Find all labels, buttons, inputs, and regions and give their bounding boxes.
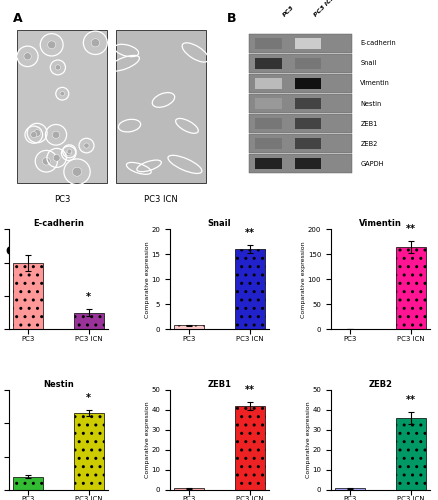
Circle shape <box>67 149 71 154</box>
Bar <box>255 38 282 49</box>
Circle shape <box>24 53 31 60</box>
Bar <box>294 38 321 49</box>
Bar <box>294 118 321 129</box>
Text: **: ** <box>405 394 415 404</box>
Title: E-cadherin: E-cadherin <box>33 220 84 228</box>
Text: **: ** <box>405 224 415 234</box>
Title: ZEB1: ZEB1 <box>207 380 231 389</box>
Circle shape <box>53 154 60 161</box>
Bar <box>249 34 351 52</box>
Circle shape <box>72 167 81 176</box>
Bar <box>249 94 351 112</box>
Bar <box>395 418 425 490</box>
Bar <box>294 138 321 149</box>
Y-axis label: Comparative expression: Comparative expression <box>305 402 310 478</box>
Bar <box>174 326 204 330</box>
Text: Nestin: Nestin <box>360 100 381 106</box>
Text: **: ** <box>244 384 254 394</box>
Text: PC3 ICN: PC3 ICN <box>312 0 336 18</box>
Bar <box>335 329 364 330</box>
Circle shape <box>34 130 40 136</box>
Bar <box>174 488 204 490</box>
Text: *: * <box>86 392 91 402</box>
Text: PC3: PC3 <box>282 5 295 18</box>
Text: GAPDH: GAPDH <box>360 160 383 166</box>
Bar <box>249 134 351 153</box>
Text: B: B <box>226 12 236 25</box>
Bar <box>255 158 282 170</box>
Bar <box>294 158 321 170</box>
Text: PC3 ICN: PC3 ICN <box>144 194 177 203</box>
Circle shape <box>91 38 99 47</box>
Circle shape <box>60 92 64 96</box>
Bar <box>17 30 107 182</box>
Bar <box>335 488 364 490</box>
Bar <box>294 98 321 109</box>
Circle shape <box>31 132 37 138</box>
Text: Snail: Snail <box>360 60 376 66</box>
Title: Snail: Snail <box>207 220 231 228</box>
Bar <box>255 58 282 69</box>
Bar <box>249 74 351 92</box>
Bar <box>255 78 282 89</box>
Text: ZEB1: ZEB1 <box>360 120 377 126</box>
Circle shape <box>48 41 56 48</box>
Title: ZEB2: ZEB2 <box>367 380 392 389</box>
Text: E-cadherin: E-cadherin <box>360 40 395 46</box>
Y-axis label: Comparative expression: Comparative expression <box>145 402 149 478</box>
Bar <box>255 138 282 149</box>
Y-axis label: Comparative expression: Comparative expression <box>300 241 306 318</box>
Bar <box>294 78 321 89</box>
Bar <box>249 114 351 133</box>
Circle shape <box>66 151 71 156</box>
Bar <box>255 118 282 129</box>
Y-axis label: Comparative expression: Comparative expression <box>145 241 149 318</box>
Bar <box>249 154 351 173</box>
Bar <box>74 413 103 490</box>
Bar <box>13 262 43 330</box>
Text: Vimentin: Vimentin <box>360 80 389 86</box>
Text: C: C <box>5 245 14 258</box>
Text: **: ** <box>244 228 254 238</box>
Bar <box>234 249 264 330</box>
Bar <box>116 30 206 182</box>
Bar <box>74 312 103 330</box>
Bar <box>13 476 43 490</box>
Bar <box>234 406 264 490</box>
Bar <box>395 246 425 330</box>
Circle shape <box>84 143 89 148</box>
Text: A: A <box>13 12 22 25</box>
Title: Vimentin: Vimentin <box>358 220 401 228</box>
Text: ZEB2: ZEB2 <box>360 140 377 146</box>
Circle shape <box>52 131 60 138</box>
Circle shape <box>42 158 50 165</box>
Text: PC3: PC3 <box>54 194 70 203</box>
Circle shape <box>55 65 60 70</box>
Bar <box>255 98 282 109</box>
Bar <box>294 58 321 69</box>
Text: *: * <box>86 292 91 302</box>
Title: Nestin: Nestin <box>43 380 74 389</box>
Bar <box>249 54 351 72</box>
